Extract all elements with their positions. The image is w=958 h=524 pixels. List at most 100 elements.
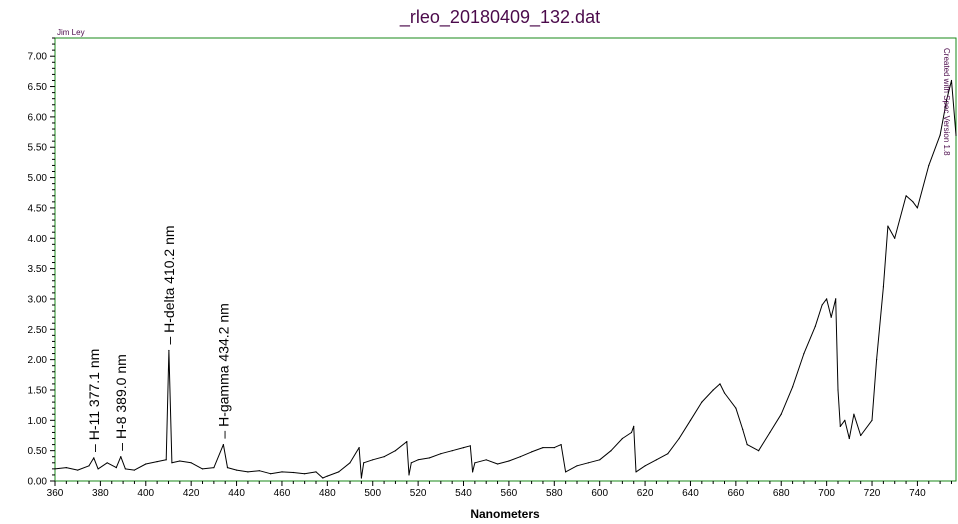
data-point bbox=[576, 465, 578, 467]
data-point bbox=[644, 465, 646, 467]
data-point bbox=[723, 392, 726, 394]
data-point bbox=[821, 304, 823, 306]
x-tick-label: 680 bbox=[773, 488, 790, 499]
data-point bbox=[553, 447, 555, 449]
y-tick-label: 5.50 bbox=[28, 143, 48, 154]
data-point bbox=[814, 325, 816, 327]
data-point bbox=[171, 462, 173, 464]
data-point bbox=[769, 431, 771, 434]
data-point bbox=[839, 425, 841, 427]
y-tick-label: 5.00 bbox=[28, 173, 48, 184]
data-point bbox=[338, 471, 340, 473]
data-point bbox=[190, 462, 192, 464]
data-point bbox=[905, 195, 907, 197]
data-point bbox=[635, 471, 637, 473]
y-tick-label: 2.50 bbox=[28, 325, 48, 336]
data-point bbox=[440, 453, 442, 455]
plot-area bbox=[54, 37, 957, 482]
data-point bbox=[830, 316, 832, 318]
data-point bbox=[955, 134, 957, 136]
data-point bbox=[106, 462, 108, 464]
data-point bbox=[531, 451, 533, 453]
x-tick-label: 700 bbox=[818, 488, 835, 499]
x-tick-label: 740 bbox=[909, 488, 926, 499]
data-point bbox=[803, 353, 805, 355]
x-tick-label: 640 bbox=[682, 488, 699, 499]
data-point bbox=[894, 237, 896, 239]
data-point bbox=[758, 450, 760, 452]
data-point bbox=[315, 471, 317, 473]
data-point bbox=[837, 389, 839, 391]
data-point bbox=[678, 437, 680, 440]
data-point bbox=[115, 467, 117, 469]
data-point bbox=[363, 462, 365, 464]
data-point bbox=[792, 386, 794, 388]
data-point bbox=[485, 459, 487, 461]
x-tick-label: 460 bbox=[274, 488, 291, 499]
data-point bbox=[950, 79, 953, 82]
corner-label: Jim Ley bbox=[57, 28, 85, 37]
data-point bbox=[587, 462, 589, 464]
data-point bbox=[270, 473, 272, 475]
data-point bbox=[599, 459, 601, 461]
data-point bbox=[97, 468, 99, 470]
data-point bbox=[281, 471, 283, 473]
data-point bbox=[165, 459, 167, 461]
data-point bbox=[326, 475, 328, 477]
y-tick-label: 7.00 bbox=[28, 52, 48, 63]
data-point bbox=[735, 407, 737, 409]
data-point bbox=[428, 457, 431, 459]
data-point bbox=[474, 462, 476, 464]
series-layer bbox=[54, 79, 957, 479]
y-tick-label: 4.50 bbox=[28, 203, 48, 214]
x-tick-label: 400 bbox=[137, 488, 154, 499]
axes-layer: 360 380 400 420 440 460 480 500 520 540 560 580 600 6… bbox=[28, 37, 952, 499]
y-tick-label: 6.00 bbox=[28, 112, 48, 123]
y-tick-label: 2.00 bbox=[28, 355, 48, 366]
x-tick-label: 500 bbox=[364, 488, 381, 499]
y-tick-label: 0.50 bbox=[28, 446, 48, 457]
annotation-label: – H-gamma 434.2 nm bbox=[215, 303, 231, 438]
data-point bbox=[120, 456, 122, 458]
x-tick-label: 380 bbox=[92, 488, 109, 499]
data-point bbox=[887, 225, 889, 227]
data-point bbox=[844, 419, 846, 421]
data-point bbox=[542, 447, 544, 449]
data-point bbox=[469, 445, 471, 447]
data-point bbox=[156, 461, 158, 463]
data-point bbox=[408, 474, 410, 476]
data-point bbox=[417, 459, 419, 461]
x-tick-label: 440 bbox=[228, 488, 245, 499]
data-point bbox=[462, 447, 465, 449]
data-point bbox=[322, 477, 324, 479]
data-point bbox=[633, 425, 635, 427]
annotations-layer: – H-11 377.1 nm – H-8 389.0 nm – H-delta 4… bbox=[86, 225, 232, 451]
data-point bbox=[93, 457, 95, 459]
data-point bbox=[383, 456, 385, 458]
data-point bbox=[689, 419, 692, 421]
data-point bbox=[451, 450, 453, 452]
data-point bbox=[746, 444, 748, 446]
data-point bbox=[701, 401, 703, 403]
data-point bbox=[916, 207, 919, 209]
data-point bbox=[394, 450, 396, 452]
data-point bbox=[621, 437, 624, 440]
x-tick-label: 600 bbox=[591, 488, 608, 499]
x-tick-label: 660 bbox=[728, 488, 745, 499]
data-point bbox=[168, 349, 170, 352]
chart-title: _rleo_20180409_132.dat bbox=[399, 7, 600, 28]
x-tick-label: 480 bbox=[319, 488, 336, 499]
data-point bbox=[372, 459, 374, 461]
data-point bbox=[939, 134, 941, 136]
x-axis-label: Nanometers bbox=[470, 507, 540, 521]
data-point bbox=[667, 453, 669, 455]
data-point bbox=[853, 413, 855, 415]
data-point bbox=[247, 471, 249, 473]
data-point bbox=[358, 447, 360, 449]
annotation-label: – H-11 377.1 nm bbox=[86, 349, 102, 452]
data-point bbox=[54, 468, 56, 470]
data-point bbox=[77, 469, 79, 471]
x-tick-label: 540 bbox=[455, 488, 472, 499]
data-point bbox=[497, 463, 499, 465]
data-point bbox=[928, 164, 930, 166]
